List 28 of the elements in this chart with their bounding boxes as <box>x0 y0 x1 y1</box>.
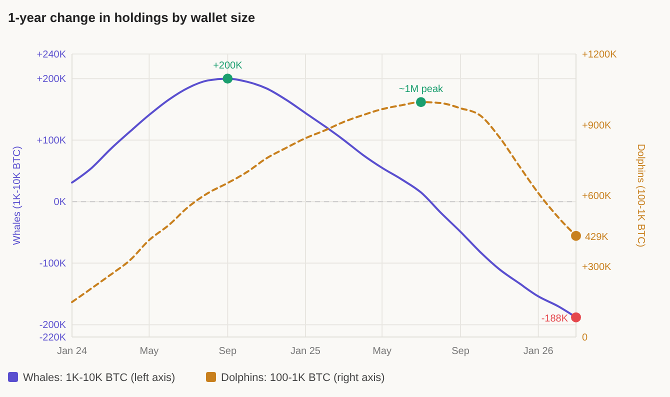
y-tick-label: -100K <box>39 258 66 270</box>
y-axis-title: Whales (1K-10K BTC) <box>12 146 23 245</box>
x-tick-label: May <box>372 346 392 357</box>
data-label: 429K <box>585 232 609 243</box>
y2-tick-label: +900K <box>582 120 612 132</box>
legend-label: Whales: 1K-10K BTC (left axis) <box>23 372 176 384</box>
data-label: +200K <box>213 60 243 72</box>
x-tick-label: Sep <box>218 346 237 357</box>
y-tick-label: -220K <box>39 332 66 344</box>
y-tick-label: +200K <box>36 74 66 86</box>
x-tick-label: Jan 26 <box>523 346 554 357</box>
y-tick-label: +240K <box>36 50 66 60</box>
legend-label: Dolphins: 100-1K BTC (right axis) <box>221 372 385 384</box>
y2-axis-title: Dolphins (100-1K BTC) <box>635 144 646 248</box>
y2-tick-label: +600K <box>582 191 612 202</box>
y-tick-label: -200K <box>39 320 66 332</box>
x-tick-label: Jan 25 <box>290 346 321 357</box>
data-label: -188K <box>541 313 568 324</box>
y2-tick-label: +300K <box>582 262 612 273</box>
data-label: ~1M peak <box>398 84 444 96</box>
y2-tick-label: 0 <box>582 332 588 344</box>
x-tick-label: Sep <box>452 346 470 357</box>
x-tick-label: May <box>140 346 159 357</box>
y-tick-label: +100K <box>36 136 66 147</box>
chart-title: 1-year change in holdings by wallet size <box>8 10 256 25</box>
x-tick-label: Jan 24 <box>56 346 88 357</box>
y-tick-label: 0K <box>54 197 66 208</box>
y2-tick-label: +1200K <box>582 50 618 60</box>
